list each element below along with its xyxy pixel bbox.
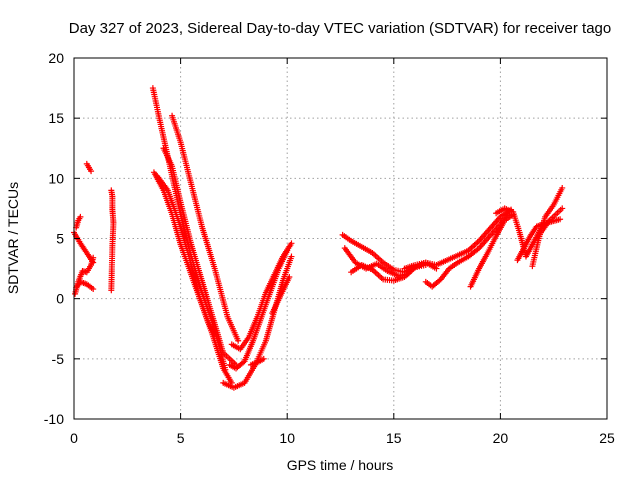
data-point (90, 286, 97, 293)
y-tick-label: 10 (48, 170, 64, 186)
x-tick-label: 15 (386, 430, 402, 446)
data-point (260, 355, 267, 362)
x-axis-label: GPS time / hours (287, 457, 394, 473)
data-point (288, 253, 295, 260)
series-track-q (339, 231, 429, 276)
y-tick-label: -10 (44, 411, 64, 427)
series-track-e (83, 160, 95, 175)
chart-title: Day 327 of 2023, Sidereal Day-to-day VTE… (69, 20, 611, 37)
x-tick-label: 25 (599, 430, 615, 446)
data-point (108, 287, 115, 294)
series-track-d (73, 213, 84, 231)
series-track-c (73, 278, 97, 293)
series-track-i (154, 172, 235, 386)
series-track-n (228, 240, 295, 353)
y-tick-label: 20 (48, 50, 64, 66)
x-tick-label: 5 (177, 430, 185, 446)
y-axis-label: SDTVAR / TECUs (5, 182, 21, 294)
x-tick-label: 20 (493, 430, 509, 446)
series-track-o (247, 355, 267, 368)
series-track-u (422, 209, 512, 290)
y-tick-label: -5 (52, 351, 65, 367)
data-point (557, 216, 564, 223)
series-track-f (108, 187, 117, 294)
data-point (559, 184, 566, 191)
data-point (235, 337, 242, 344)
data-point (88, 168, 95, 175)
y-tick-label: 15 (48, 110, 64, 126)
data-point (90, 254, 97, 261)
y-tick-label: 5 (56, 231, 64, 247)
x-tick-label: 10 (279, 430, 295, 446)
data-point (77, 213, 84, 220)
data-point (286, 274, 293, 281)
data-point (288, 240, 295, 247)
series-track-p (269, 274, 293, 317)
x-tick-label: 0 (70, 430, 78, 446)
series-track-v (467, 211, 517, 290)
series-track-z (537, 205, 566, 236)
data-point (559, 205, 566, 212)
y-tick-label: 0 (56, 291, 64, 307)
axis-ticks: 0 5 10 15 20 25 -10 -5 0 5 10 15 20 (44, 50, 615, 446)
data-points (71, 85, 566, 391)
series-track-j (160, 145, 240, 368)
series-track-k (169, 112, 242, 344)
